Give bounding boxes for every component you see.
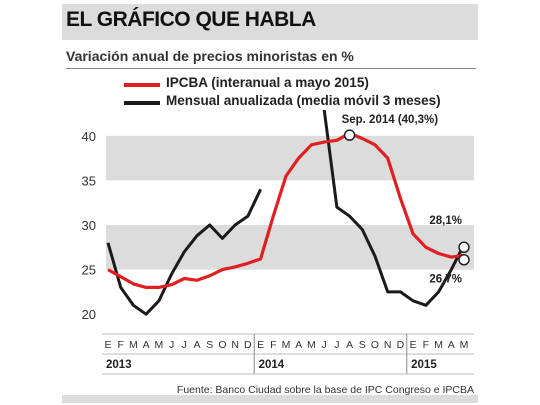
x-tick-label: E xyxy=(257,339,264,351)
legend-swatch-ipcba xyxy=(124,83,160,87)
x-tick-label: M xyxy=(460,339,469,351)
x-tick-label: N xyxy=(231,339,239,351)
x-tick-label: S xyxy=(206,339,213,351)
peak-marker xyxy=(343,129,356,141)
x-tick-label: A xyxy=(448,339,455,351)
x-tick-label: O xyxy=(371,339,379,351)
x-tick-label: E xyxy=(410,339,417,351)
end-label-ipcba: 26,7% xyxy=(429,273,462,285)
x-tick-label: F xyxy=(270,339,276,351)
x-tick-label: A xyxy=(193,339,200,351)
footer-bar xyxy=(62,395,478,403)
series-line-ipcba xyxy=(107,131,465,289)
x-tick-label: A xyxy=(143,339,150,351)
peak-label: Sep. 2014 (40,3%) xyxy=(342,114,439,126)
header-title: EL GRÁFICO QUE HABLA xyxy=(66,8,316,31)
year-label: 2015 xyxy=(411,359,437,371)
x-tick-label: D xyxy=(244,339,252,351)
x-tick-label: F xyxy=(118,339,124,351)
x-tick-label: O xyxy=(218,339,226,351)
header-bar: EL GRÁFICO QUE HABLA xyxy=(62,4,478,40)
year-label: 2014 xyxy=(259,359,285,371)
y-tick-label: 25 xyxy=(82,263,96,278)
x-tick-label: N xyxy=(384,339,392,351)
y-tick-label: 40 xyxy=(82,129,96,144)
title-divider xyxy=(66,68,476,69)
x-tick-label: J xyxy=(182,339,187,351)
x-tick-label: J xyxy=(322,339,327,351)
chart-title: Variación anual de precios minoristas en… xyxy=(66,48,354,64)
x-tick-label: F xyxy=(423,339,429,351)
end-marker-mensual xyxy=(458,241,470,254)
x-tick-label: E xyxy=(104,339,111,351)
x-tick-label: M xyxy=(282,339,291,351)
x-tick-label: M xyxy=(129,339,138,351)
chart-panel: EL GRÁFICO QUE HABLA Variación anual de … xyxy=(62,0,478,405)
y-tick-label: 35 xyxy=(82,173,96,188)
series-line-mensual xyxy=(106,110,466,316)
x-tick-label: S xyxy=(359,339,366,351)
x-tick-label: M xyxy=(154,339,163,351)
x-tick-label: J xyxy=(334,339,339,351)
y-tick-label: 30 xyxy=(82,218,96,233)
legend-swatch-mensual xyxy=(124,101,160,105)
x-tick-label: A xyxy=(346,339,353,351)
gridband-0 xyxy=(106,225,474,270)
legend-label-mensual: Mensual anualizada (media móvil 3 meses) xyxy=(166,93,441,108)
x-tick-label: A xyxy=(295,339,302,351)
gridband-1 xyxy=(106,135,474,181)
year-label: 2013 xyxy=(106,359,132,371)
x-tick-label: M xyxy=(307,339,316,351)
x-tick-label: M xyxy=(434,339,443,351)
x-tick-label: J xyxy=(169,339,174,351)
legend-label-ipcba: IPCBA (interanual a mayo 2015) xyxy=(166,75,369,90)
end-label-mensual: 28,1% xyxy=(429,215,462,227)
source-note: Fuente: Banco Ciudad sobre la base de IP… xyxy=(176,384,474,396)
x-tick-label: D xyxy=(397,339,405,351)
end-marker-ipcba xyxy=(458,254,470,266)
y-tick-label: 20 xyxy=(82,307,96,322)
